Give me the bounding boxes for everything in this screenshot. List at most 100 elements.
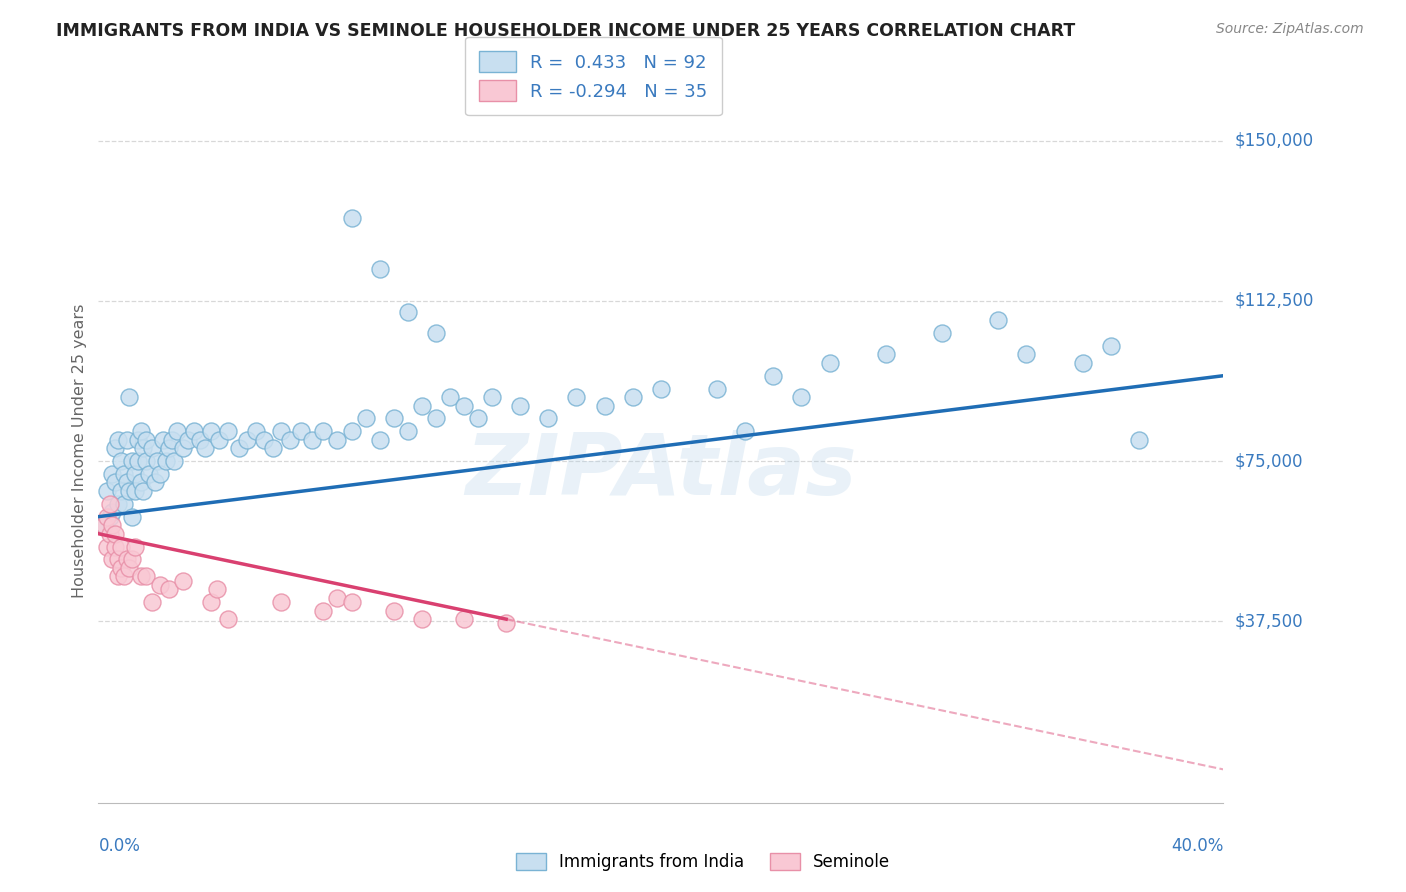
Point: [112, 497, 135, 511]
Point: [98, 497, 121, 511]
Point: [396, 424, 419, 438]
Text: 0.0%: 0.0%: [98, 837, 141, 855]
Point: [200, 595, 222, 609]
Point: [124, 483, 146, 498]
Point: [194, 442, 217, 456]
Y-axis label: Householder Income Under 25 years: Householder Income Under 25 years: [72, 303, 87, 598]
Point: [312, 424, 335, 438]
Point: [208, 433, 231, 447]
Point: [129, 569, 152, 583]
Point: [115, 475, 138, 490]
Point: [132, 442, 155, 456]
Point: [110, 540, 132, 554]
Point: [172, 442, 194, 456]
Point: [734, 424, 756, 438]
Point: [565, 390, 588, 404]
Text: $37,500: $37,500: [1234, 612, 1303, 631]
Point: [1071, 356, 1094, 370]
Point: [301, 433, 323, 447]
Point: [118, 483, 141, 498]
Point: [875, 347, 897, 361]
Point: [467, 411, 489, 425]
Point: [101, 505, 124, 519]
Point: [107, 552, 129, 566]
Point: [312, 604, 335, 618]
Point: [1099, 339, 1122, 353]
Point: [135, 433, 157, 447]
Point: [236, 433, 259, 447]
Point: [270, 424, 292, 438]
Point: [253, 433, 276, 447]
Point: [118, 561, 141, 575]
Point: [121, 552, 143, 566]
Legend: R =  0.433   N = 92, R = -0.294   N = 35: R = 0.433 N = 92, R = -0.294 N = 35: [465, 37, 721, 115]
Point: [509, 399, 531, 413]
Point: [481, 390, 503, 404]
Text: Source: ZipAtlas.com: Source: ZipAtlas.com: [1216, 22, 1364, 37]
Point: [157, 442, 180, 456]
Point: [340, 424, 363, 438]
Point: [129, 424, 152, 438]
Point: [270, 595, 292, 609]
Text: IMMIGRANTS FROM INDIA VS SEMINOLE HOUSEHOLDER INCOME UNDER 25 YEARS CORRELATION : IMMIGRANTS FROM INDIA VS SEMINOLE HOUSEH…: [56, 22, 1076, 40]
Point: [107, 497, 129, 511]
Text: $150,000: $150,000: [1234, 132, 1313, 150]
Point: [790, 390, 813, 404]
Point: [96, 509, 118, 524]
Point: [290, 424, 312, 438]
Point: [107, 433, 129, 447]
Point: [152, 433, 174, 447]
Text: $75,000: $75,000: [1234, 452, 1303, 470]
Point: [411, 399, 433, 413]
Point: [205, 582, 228, 597]
Point: [124, 467, 146, 481]
Point: [217, 424, 239, 438]
Point: [110, 483, 132, 498]
Point: [537, 411, 560, 425]
Point: [157, 582, 180, 597]
Point: [425, 411, 447, 425]
Point: [1015, 347, 1038, 361]
Point: [650, 382, 672, 396]
Text: 40.0%: 40.0%: [1171, 837, 1223, 855]
Point: [200, 424, 222, 438]
Point: [1128, 433, 1150, 447]
Point: [172, 574, 194, 588]
Point: [112, 467, 135, 481]
Point: [127, 433, 149, 447]
Point: [326, 433, 349, 447]
Point: [115, 433, 138, 447]
Point: [104, 526, 127, 541]
Point: [593, 399, 616, 413]
Text: ZIPAtlas: ZIPAtlas: [465, 430, 856, 513]
Point: [149, 467, 172, 481]
Point: [129, 475, 152, 490]
Point: [115, 552, 138, 566]
Point: [411, 612, 433, 626]
Point: [101, 552, 124, 566]
Point: [439, 390, 461, 404]
Point: [183, 424, 205, 438]
Point: [706, 382, 728, 396]
Point: [101, 467, 124, 481]
Point: [93, 518, 115, 533]
Point: [146, 454, 169, 468]
Point: [110, 454, 132, 468]
Point: [104, 475, 127, 490]
Point: [132, 483, 155, 498]
Point: [127, 454, 149, 468]
Point: [110, 561, 132, 575]
Point: [382, 411, 405, 425]
Point: [101, 518, 124, 533]
Point: [382, 604, 405, 618]
Point: [163, 454, 186, 468]
Point: [262, 442, 284, 456]
Point: [160, 433, 183, 447]
Point: [245, 424, 267, 438]
Point: [188, 433, 211, 447]
Legend: Immigrants from India, Seminole: Immigrants from India, Seminole: [508, 845, 898, 880]
Point: [987, 313, 1010, 327]
Point: [149, 578, 172, 592]
Point: [762, 368, 785, 383]
Point: [217, 612, 239, 626]
